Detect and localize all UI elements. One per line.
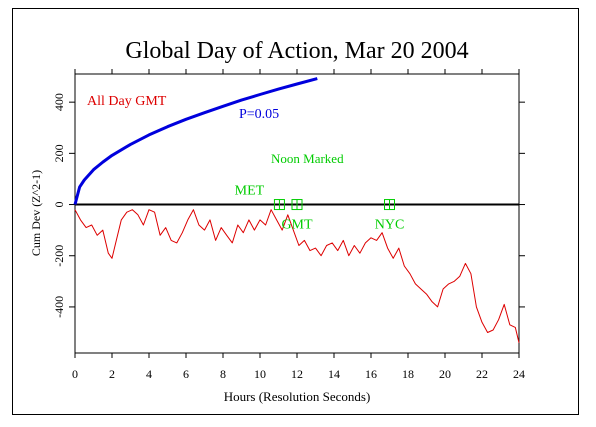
marker-label: GMT <box>281 218 313 233</box>
chart-title: Global Day of Action, Mar 20 2004 <box>125 38 468 64</box>
p05-envelope-line <box>73 77 318 205</box>
x-tick-label: 12 <box>291 367 303 381</box>
x-tick-label: 2 <box>109 367 115 381</box>
plot-area <box>74 73 520 354</box>
y-tick-label: -400 <box>52 296 66 318</box>
series-label: All Day GMT <box>87 94 167 109</box>
x-tick-label: 22 <box>476 367 488 381</box>
x-tick-label: 20 <box>439 367 451 381</box>
cumdev-line <box>74 209 520 343</box>
x-tick-label: 18 <box>402 367 414 381</box>
marker-label: MET <box>235 184 265 199</box>
y-axis-label: Cum Dev (Z^2-1) <box>29 170 43 256</box>
y-tick-label: -200 <box>52 245 66 267</box>
marker-label: NYC <box>375 218 405 233</box>
p-label: P=0.05 <box>239 107 279 122</box>
chart-frame <box>12 8 579 415</box>
labels-group: Global Day of Action, Mar 20 2004 Hours (… <box>29 38 469 404</box>
x-tick-label: 10 <box>254 367 266 381</box>
x-tick-label: 0 <box>72 367 78 381</box>
y-tick-label: 200 <box>52 144 66 162</box>
x-tick-label: 4 <box>146 367 152 381</box>
x-axis-label: Hours (Resolution Seconds) <box>224 389 371 404</box>
x-tick-label: 6 <box>183 367 189 381</box>
y-tick-label: 0 <box>52 202 66 208</box>
markers-group <box>273 199 395 211</box>
y-tick-label: 400 <box>52 93 66 111</box>
noon-label: Noon Marked <box>271 151 344 166</box>
x-tick-label: 24 <box>513 367 525 381</box>
x-tick-label: 16 <box>365 367 377 381</box>
x-tick-label: 14 <box>328 367 340 381</box>
x-tick-label: 8 <box>220 367 226 381</box>
series-group <box>73 77 520 343</box>
